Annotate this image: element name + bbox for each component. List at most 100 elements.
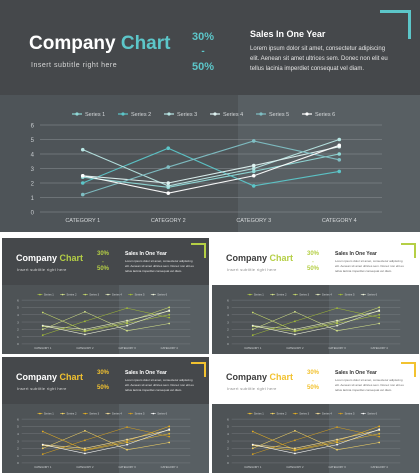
thumb-title: Company Chart bbox=[16, 253, 83, 263]
data-point bbox=[126, 443, 128, 446]
thumb-header: Company Chart Insert subtitle right here… bbox=[2, 238, 209, 285]
data-point bbox=[84, 448, 86, 451]
title-word-chart: Chart bbox=[269, 372, 294, 382]
data-point bbox=[294, 329, 296, 332]
data-point bbox=[41, 324, 44, 327]
percent-bottom: 50% bbox=[96, 385, 109, 391]
x-tick-label: CATEGORY 2 bbox=[76, 465, 94, 469]
y-tick-label: 3 bbox=[17, 439, 19, 443]
legend-marker bbox=[61, 412, 64, 415]
legend-label: Series 3 bbox=[89, 412, 99, 416]
data-point bbox=[337, 158, 342, 162]
y-tick-label: 1 bbox=[227, 335, 229, 339]
y-tick-label: 6 bbox=[17, 417, 19, 421]
data-point bbox=[251, 169, 256, 174]
data-point bbox=[168, 316, 171, 319]
data-point bbox=[251, 324, 254, 327]
thumbnail-3[interactable]: Company Chart Insert subtitle right here… bbox=[2, 357, 209, 473]
data-point bbox=[337, 169, 342, 174]
corner-accent bbox=[191, 362, 206, 377]
legend-marker bbox=[305, 112, 309, 116]
y-tick-label: 4 bbox=[31, 153, 35, 159]
sales-title: Sales In One Year bbox=[335, 370, 377, 376]
thumb-chart-area: 0 1 2 3 4 5 6 CATEGORY 1 CATEGORY 2 CATEGORY 3 CAT… bbox=[2, 404, 209, 473]
legend-label: Series 2 bbox=[277, 293, 287, 297]
series-line bbox=[252, 426, 380, 455]
percent-bottom: 50% bbox=[191, 61, 215, 73]
x-tick-label: CATEGORY 3 bbox=[118, 346, 136, 350]
line-chart: 0 1 2 3 4 5 6 CATEGORY 1 CATEGORY 2 CATEGORY 3 CAT… bbox=[31, 112, 382, 224]
chart-bg-shadow bbox=[0, 95, 120, 232]
x-tick-label: CATEGORY 3 bbox=[118, 465, 136, 469]
sales-description: Lorem ipsum dolor sit amet, consectetur … bbox=[250, 46, 388, 72]
y-tick-label: 5 bbox=[227, 306, 229, 310]
thumb-subtitle: Insert subtitle right here bbox=[17, 267, 67, 272]
thumb-chart-area: 0 1 2 3 4 5 6 CATEGORY 1 CATEGORY 2 CATEGORY 3 CAT… bbox=[212, 285, 419, 354]
legend-label: Series 1 bbox=[254, 293, 264, 297]
legend-marker bbox=[249, 412, 251, 415]
x-tick-label: CATEGORY 2 bbox=[286, 346, 304, 350]
data-point bbox=[294, 439, 296, 442]
x-tick-label: CATEGORY 4 bbox=[161, 465, 179, 469]
legend-marker bbox=[84, 412, 87, 415]
legend-marker bbox=[121, 112, 125, 116]
data-point bbox=[251, 173, 256, 178]
y-tick-label: 0 bbox=[227, 342, 229, 346]
legend-marker bbox=[249, 293, 251, 296]
line-chart: 0 1 2 3 4 5 6 CATEGORY 1 CATEGORY 2 CATEGORY 3 CAT… bbox=[17, 293, 191, 350]
main-slide[interactable]: Company Chart Insert subtitle right here… bbox=[0, 0, 420, 232]
data-point bbox=[126, 324, 128, 327]
legend-marker bbox=[362, 293, 365, 296]
data-point bbox=[337, 152, 342, 156]
y-tick-label: 2 bbox=[227, 447, 229, 451]
series-line bbox=[252, 426, 380, 451]
percent-separator: - bbox=[102, 378, 104, 384]
x-tick-label: CATEGORY 3 bbox=[328, 465, 346, 469]
thumbnail-1[interactable]: Company Chart Insert subtitle right here… bbox=[2, 238, 209, 354]
data-point bbox=[84, 447, 86, 450]
legend-marker bbox=[213, 112, 217, 116]
thumbnail-2[interactable]: Company Chart Insert subtitle right here… bbox=[212, 238, 419, 354]
y-tick-label: 5 bbox=[227, 425, 229, 429]
legend-label: Series 1 bbox=[85, 112, 105, 118]
series-line bbox=[82, 146, 340, 184]
series-line bbox=[252, 430, 380, 451]
x-tick-label: CATEGORY 3 bbox=[328, 346, 346, 350]
line-chart: 0 1 2 3 4 5 6 CATEGORY 1 CATEGORY 2 CATEGORY 3 CAT… bbox=[227, 412, 401, 469]
legend-label: Series 6 bbox=[315, 112, 335, 118]
sales-description: Lorem ipsum dolor sit amet, consectetur … bbox=[335, 378, 404, 392]
legend-label: Series 1 bbox=[44, 293, 54, 297]
y-tick-label: 3 bbox=[17, 320, 19, 324]
data-point bbox=[251, 163, 256, 168]
data-point bbox=[166, 184, 171, 188]
data-point bbox=[378, 306, 381, 309]
data-point bbox=[251, 311, 254, 314]
thumb-title: Company Chart bbox=[226, 253, 293, 263]
x-tick-label: CATEGORY 3 bbox=[236, 218, 271, 224]
legend-label: Series 5 bbox=[345, 412, 355, 416]
y-tick-label: 0 bbox=[227, 461, 229, 465]
data-point bbox=[378, 428, 381, 431]
data-point bbox=[166, 191, 171, 195]
data-point bbox=[378, 425, 381, 428]
data-point bbox=[336, 438, 338, 441]
corner-accent bbox=[191, 243, 206, 258]
data-point bbox=[168, 432, 171, 435]
y-tick-label: 0 bbox=[17, 342, 19, 346]
series-line bbox=[252, 311, 380, 332]
legend-marker bbox=[271, 293, 274, 296]
legend-marker bbox=[317, 412, 319, 415]
legend-marker bbox=[259, 112, 263, 116]
data-point bbox=[294, 310, 296, 313]
data-point bbox=[251, 447, 254, 450]
data-point bbox=[294, 320, 296, 323]
data-point bbox=[41, 311, 44, 314]
thumbnail-4[interactable]: Company Chart Insert subtitle right here… bbox=[212, 357, 419, 473]
legend-marker bbox=[167, 112, 171, 116]
series-line bbox=[42, 307, 170, 332]
legend-label: Series 2 bbox=[131, 112, 151, 118]
data-point bbox=[41, 447, 44, 450]
series-line bbox=[42, 426, 170, 455]
data-point bbox=[336, 329, 338, 332]
percent-separator: - bbox=[201, 46, 205, 57]
